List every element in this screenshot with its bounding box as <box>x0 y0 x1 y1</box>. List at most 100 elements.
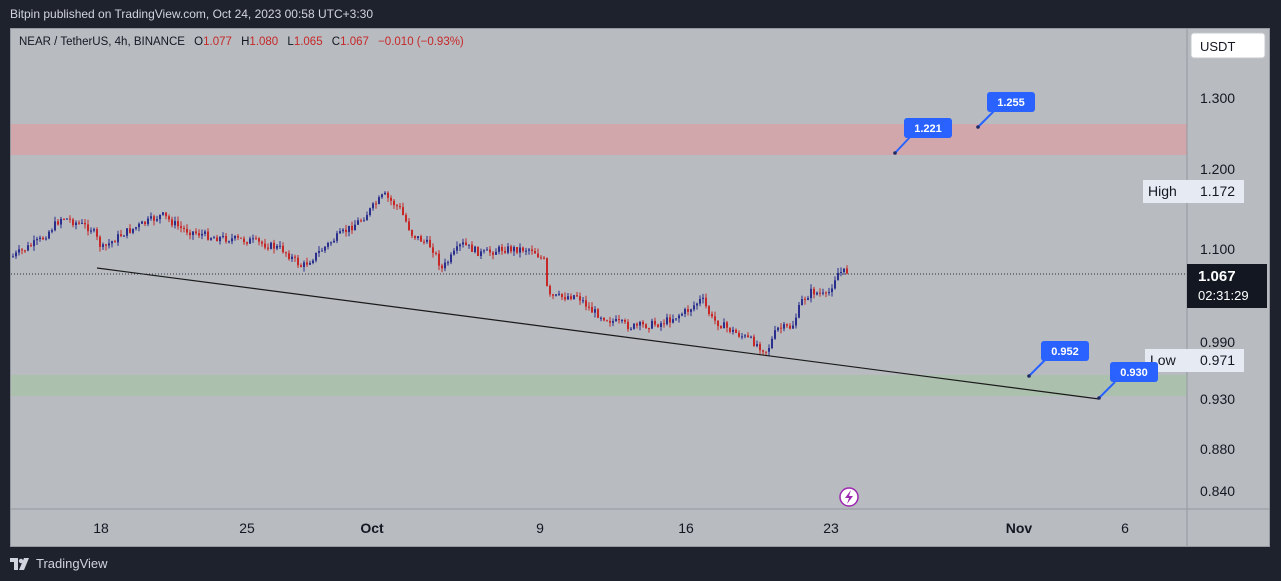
candle-body <box>168 216 170 220</box>
candle-body <box>720 326 722 329</box>
candle-body <box>696 303 698 306</box>
low-marker-value: 0.971 <box>1200 352 1235 368</box>
candle-body <box>753 336 755 347</box>
candle-body <box>228 241 230 243</box>
candle-body <box>291 256 293 259</box>
candle-body <box>453 250 455 255</box>
candle-body <box>654 320 656 325</box>
candle-body <box>57 221 59 225</box>
candle-body <box>30 245 32 247</box>
candle-body <box>510 246 512 252</box>
candle-body <box>84 222 86 225</box>
candle-body <box>591 306 593 313</box>
candle-body <box>114 241 116 243</box>
candle-body <box>393 200 395 206</box>
candle-body <box>552 294 554 296</box>
candle-body <box>681 313 683 316</box>
callout-0930-label: 0.930 <box>1120 367 1148 379</box>
candle-body <box>444 262 446 269</box>
candle-body <box>564 297 566 300</box>
candle-body <box>321 250 323 252</box>
candle-body <box>642 321 644 325</box>
candle-body <box>219 236 221 242</box>
candle-body <box>111 241 113 244</box>
candle-body <box>60 218 62 225</box>
candle-body <box>18 249 20 253</box>
candle-body <box>597 309 599 318</box>
candle-body <box>105 244 107 246</box>
candle-body <box>489 249 491 253</box>
candle-body <box>699 298 701 304</box>
trend-line[interactable] <box>96 267 1100 400</box>
symbol-name: NEAR / TetherUS, 4h, BINANCE <box>19 36 185 48</box>
candle-body <box>93 229 95 231</box>
candle-body <box>603 317 605 321</box>
candle-body <box>471 244 473 252</box>
candle-body <box>606 320 608 322</box>
candle-body <box>99 236 101 247</box>
x-tick-label: 9 <box>536 520 544 536</box>
price-chart[interactable]: NEAR / TetherUS, 4h, BINANCE O1.077 H1.0… <box>11 29 1269 546</box>
lightning-icon[interactable] <box>839 487 859 507</box>
candle-body <box>486 249 488 251</box>
candle-body <box>438 253 440 266</box>
candle-body <box>360 220 362 222</box>
candle-body <box>198 233 200 236</box>
y-tick-label: 0.880 <box>1200 441 1235 457</box>
candle-body <box>411 229 413 236</box>
candle-body <box>717 320 719 327</box>
candle-body <box>528 249 530 251</box>
candle-body <box>147 218 149 225</box>
candle-body <box>498 246 500 252</box>
candle-body <box>324 246 326 251</box>
x-tick-label: 23 <box>823 520 839 536</box>
candle-body <box>132 228 134 233</box>
candle-body <box>222 235 224 237</box>
candle-body <box>801 299 803 306</box>
candle-body <box>381 194 383 198</box>
tradingview-logo[interactable]: TradingView <box>10 547 108 581</box>
candle-body <box>66 218 68 220</box>
y-tick-label: 1.100 <box>1200 241 1235 257</box>
candle-body <box>582 300 584 302</box>
candle-body <box>636 323 638 326</box>
candle-body <box>327 242 329 247</box>
candle-body <box>501 246 503 252</box>
callout-0930[interactable]: 0.930 <box>1097 362 1158 400</box>
symbol-legend[interactable]: NEAR / TetherUS, 4h, BINANCE O1.077 H1.0… <box>19 36 464 48</box>
candle-body <box>108 243 110 246</box>
candle-body <box>300 265 302 267</box>
published-header: Bitpin published on TradingView.com, Oct… <box>0 0 1281 28</box>
candle-body <box>417 236 419 239</box>
callout-1221[interactable]: 1.221 <box>893 118 952 155</box>
candle-body <box>525 250 527 252</box>
candle-body <box>63 218 65 220</box>
candle-body <box>435 252 437 254</box>
candle-body <box>126 228 128 236</box>
currency-label: USDT <box>1200 39 1235 54</box>
candle-body <box>456 246 458 251</box>
candle-body <box>225 235 227 242</box>
callout-0952[interactable]: 0.952 <box>1027 341 1089 378</box>
candle-body <box>819 292 821 294</box>
y-tick-label: 1.200 <box>1200 161 1235 177</box>
currency-button[interactable]: USDT <box>1190 32 1266 59</box>
candle-body <box>555 294 557 296</box>
candle-body <box>558 293 560 295</box>
candle-body <box>594 309 596 313</box>
candle-body <box>27 245 29 251</box>
candle-body <box>657 324 659 327</box>
candle-body <box>645 324 647 329</box>
y-tick-label: 0.990 <box>1200 334 1235 350</box>
callout-1255[interactable]: 1.255 <box>976 92 1035 129</box>
candle-body <box>771 338 773 349</box>
candle-body <box>780 327 782 329</box>
candle-body <box>267 247 269 249</box>
candle-body <box>534 251 536 254</box>
low-label: L <box>287 36 294 48</box>
candle-body <box>162 212 164 215</box>
candle-body <box>768 348 770 352</box>
candle-body <box>87 224 89 232</box>
last-price-label: 1.067 02:31:29 <box>1187 264 1267 308</box>
candle-body <box>507 246 509 253</box>
